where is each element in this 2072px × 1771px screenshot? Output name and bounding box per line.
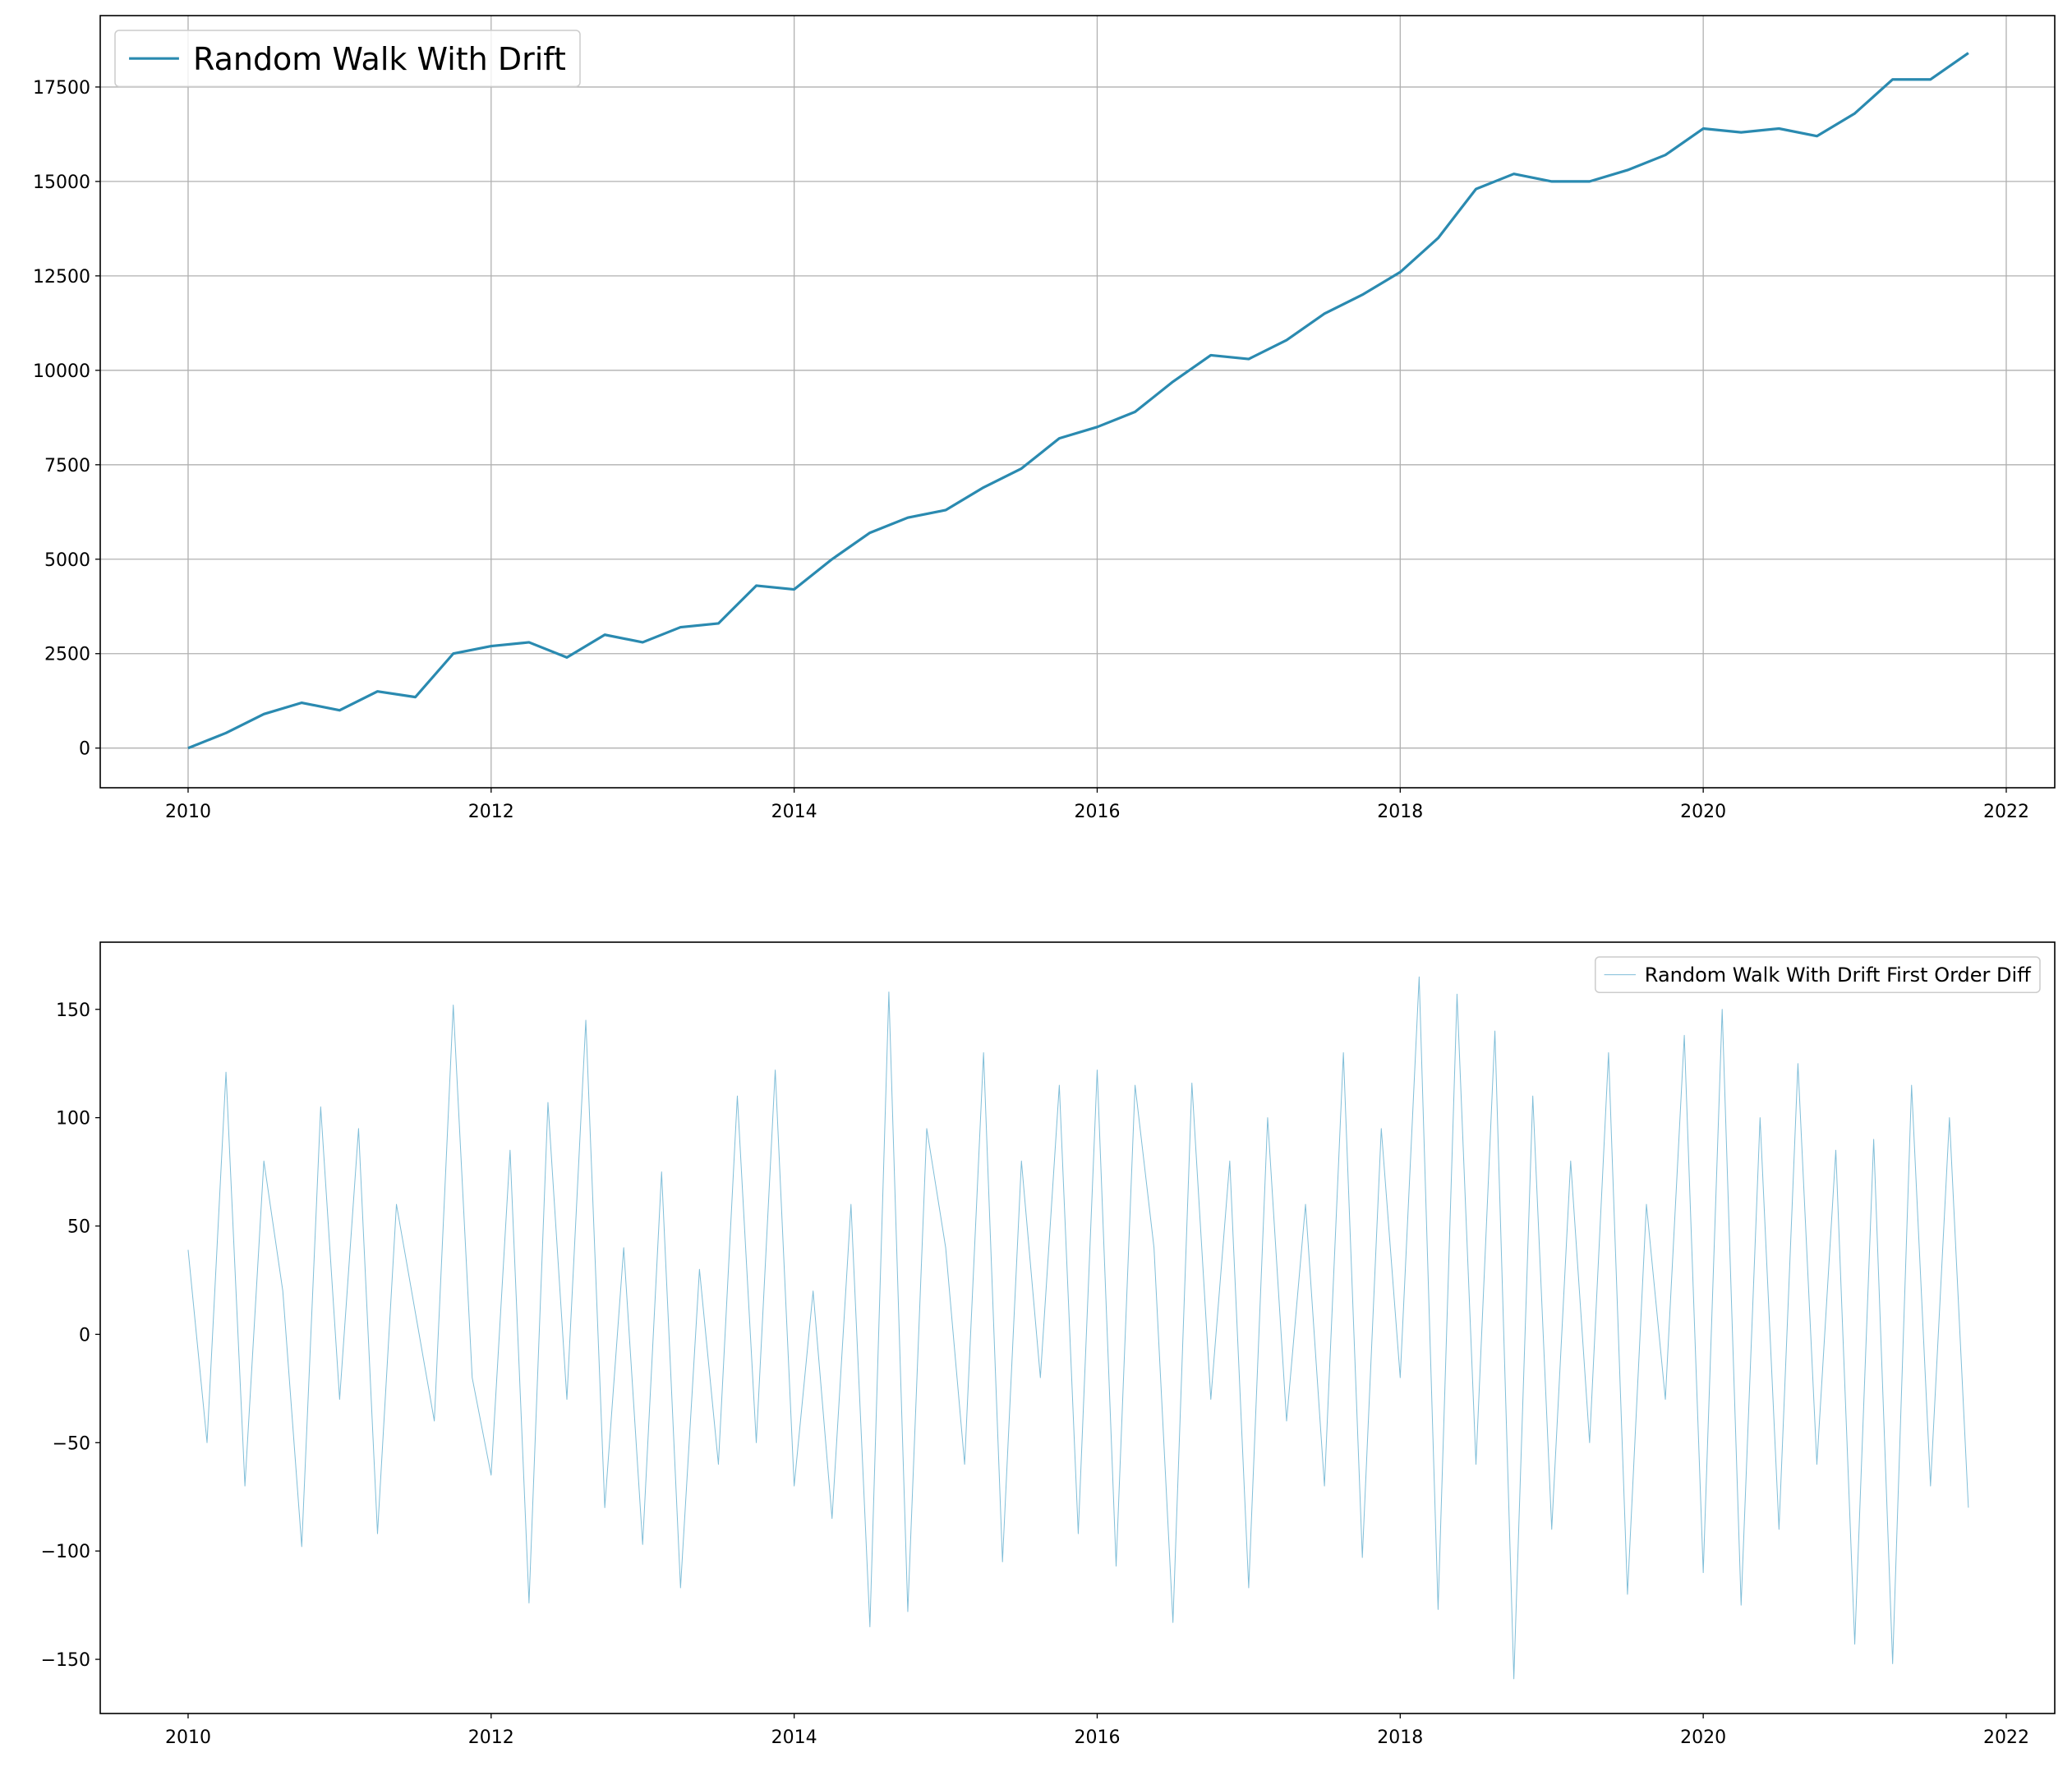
x-tick-label: 2016: [1074, 1727, 1120, 1748]
y-tick-label: −50: [53, 1433, 90, 1454]
y-tick-label: 17500: [33, 78, 90, 99]
plot-frame: [99, 941, 2056, 1714]
y-tick-label: 2500: [44, 645, 90, 665]
x-tick-label: 2012: [468, 802, 514, 822]
data-line: [187, 976, 1969, 1680]
x-tick-label: 2010: [165, 1727, 211, 1748]
legend-frame: [1595, 956, 2041, 993]
y-tick-label: 0: [79, 1325, 90, 1346]
legend-label: Random Walk With Drift: [193, 41, 566, 77]
x-tick-label: 2012: [468, 1727, 514, 1748]
legend: Random Walk With Drift First Order Diff: [1595, 956, 2041, 993]
y-tick-label: 12500: [33, 267, 90, 288]
x-tick-label: 2022: [1983, 802, 2029, 822]
x-tick-label: 2020: [1680, 802, 1726, 822]
x-tick-label: 2014: [771, 802, 817, 822]
data-line: [187, 52, 1969, 750]
y-tick-label: 100: [56, 1109, 90, 1129]
x-tick-label: 2010: [165, 802, 211, 822]
y-tick-label: 15000: [33, 172, 90, 193]
x-tick-label: 2014: [771, 1727, 817, 1748]
x-tick-label: 2016: [1074, 802, 1120, 822]
x-tick-label: 2022: [1983, 1727, 2029, 1748]
y-tick-label: 5000: [44, 550, 90, 571]
x-tick-label: 2018: [1377, 802, 1423, 822]
x-tick-label: 2020: [1680, 1727, 1726, 1748]
legend-frame: [114, 30, 581, 88]
legend-label: Random Walk With Drift First Order Diff: [1645, 964, 2031, 987]
y-tick-label: 150: [56, 1000, 90, 1021]
y-tick-label: 50: [67, 1217, 90, 1238]
y-tick-label: −150: [41, 1650, 90, 1671]
y-tick-label: −100: [41, 1542, 90, 1562]
y-tick-label: 0: [79, 739, 90, 760]
x-tick-label: 2018: [1377, 1727, 1423, 1748]
legend: Random Walk With Drift: [114, 30, 581, 88]
y-tick-label: 7500: [44, 456, 90, 476]
y-tick-label: 10000: [33, 361, 90, 382]
plot-frame: [99, 15, 2056, 789]
